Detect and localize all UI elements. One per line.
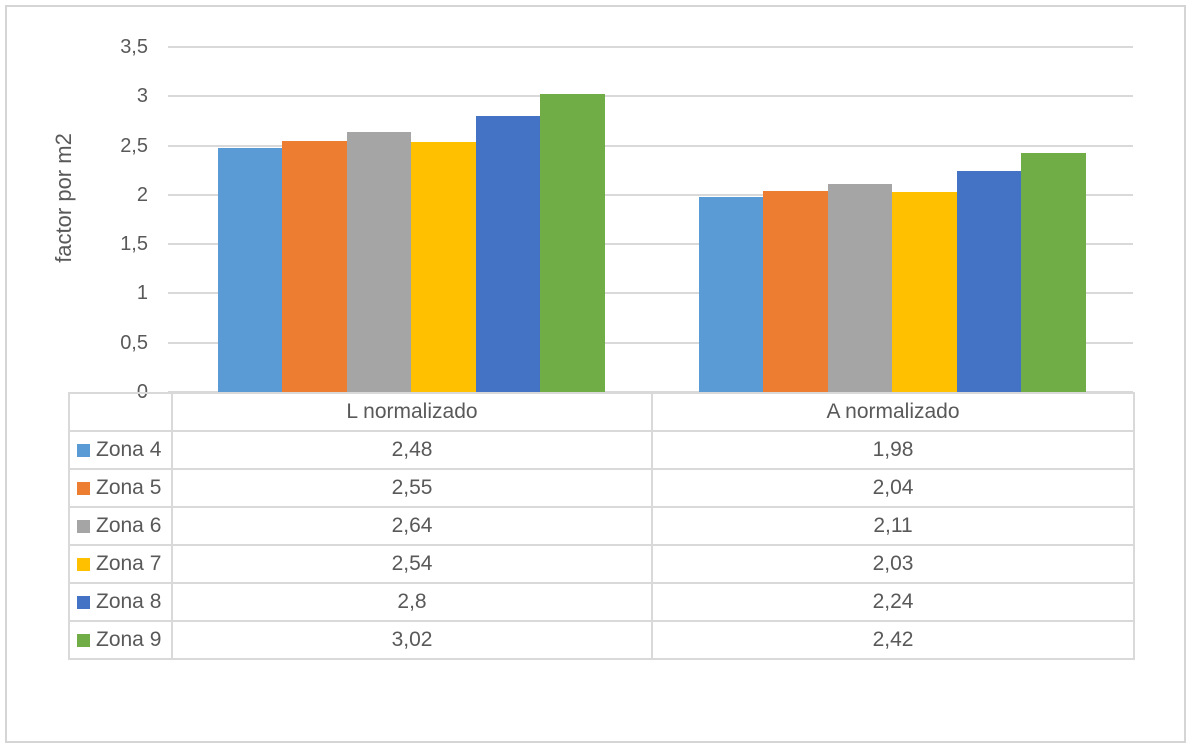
table-value-zona-4-l-normalizado: 2,48 xyxy=(171,430,653,470)
gridline xyxy=(168,341,1133,344)
series-name-label: Zona 7 xyxy=(96,552,162,575)
category-header-a-normalizado: A normalizado xyxy=(651,392,1135,432)
bar-zona-4-a-normalizado xyxy=(698,196,763,392)
legend-swatch-icon xyxy=(77,443,90,457)
table-value-zona-5-l-normalizado: 2,55 xyxy=(171,468,653,508)
table-value-zona-9-a-normalizado: 2,42 xyxy=(651,620,1135,660)
table-header-row: L normalizado A normalizado xyxy=(68,392,1135,432)
series-name-label: Zona 5 xyxy=(96,476,162,499)
gridline xyxy=(168,292,1133,295)
legend-cell: Zona 9 xyxy=(68,620,173,660)
legend-cell: Zona 5 xyxy=(68,468,173,508)
bar-zona-6-a-normalizado xyxy=(827,184,892,392)
bar-zona-5-a-normalizado xyxy=(763,190,828,392)
table-row-zona-6: Zona 6 2,64 2,11 xyxy=(68,506,1135,546)
table-row-zona-8: Zona 8 2,8 2,24 xyxy=(68,582,1135,622)
bar-zona-8-l-normalizado xyxy=(475,116,540,392)
bar-zona-8-a-normalizado xyxy=(956,171,1021,392)
gridline xyxy=(168,95,1133,98)
gridline xyxy=(168,391,1133,393)
table-value-zona-6-a-normalizado: 2,11 xyxy=(651,506,1135,546)
bar-zona-5-l-normalizado xyxy=(282,140,347,392)
y-tick-label: 3 xyxy=(136,85,148,108)
series-name-label: Zona 4 xyxy=(96,438,162,461)
data-table: L normalizado A normalizado Zona 4 2,48 1,98… xyxy=(68,392,1135,660)
bar-zona-7-l-normalizado xyxy=(411,141,476,392)
legend-swatch-icon xyxy=(77,481,90,495)
legend-swatch-icon xyxy=(77,519,90,533)
legend-swatch-icon xyxy=(77,633,90,647)
bar-zona-9-l-normalizado xyxy=(540,94,605,392)
gridline xyxy=(168,144,1133,147)
table-value-zona-7-l-normalizado: 2,54 xyxy=(171,544,653,584)
y-tick-label: 3,5 xyxy=(120,36,148,58)
table-row-zona-9: Zona 9 3,02 2,42 xyxy=(68,620,1135,660)
bar-zona-7-a-normalizado xyxy=(892,191,957,392)
legend-swatch-icon xyxy=(77,595,90,609)
legend-cell: Zona 6 xyxy=(68,506,173,546)
y-tick-label: 0 xyxy=(136,381,148,403)
y-tick-label: 2 xyxy=(136,183,148,206)
series-name-label: Zona 6 xyxy=(96,514,162,537)
table-row-zona-7: Zona 7 2,54 2,03 xyxy=(68,544,1135,584)
table-value-zona-5-a-normalizado: 2,04 xyxy=(651,468,1135,508)
table-value-zona-4-a-normalizado: 1,98 xyxy=(651,430,1135,470)
legend-cell: Zona 7 xyxy=(68,544,173,584)
legend-swatch-icon xyxy=(77,557,90,571)
table-row-zona-5: Zona 5 2,55 2,04 xyxy=(68,468,1135,508)
y-tick-label: 1 xyxy=(136,282,148,305)
table-row-zona-4: Zona 4 2,48 1,98 xyxy=(68,430,1135,470)
category-header-l-normalizado: L normalizado xyxy=(171,392,653,432)
gridline xyxy=(168,46,1133,48)
table-value-zona-7-a-normalizado: 2,03 xyxy=(651,544,1135,584)
table-value-zona-8-a-normalizado: 2,24 xyxy=(651,582,1135,622)
legend-cell: Zona 4 xyxy=(68,430,173,470)
y-tick-label: 2,5 xyxy=(120,134,148,157)
table-value-zona-6-l-normalizado: 2,64 xyxy=(171,506,653,546)
bar-zona-9-a-normalizado xyxy=(1021,153,1086,392)
series-name-label: Zona 8 xyxy=(96,590,162,613)
bar-zona-6-l-normalizado xyxy=(346,131,411,392)
table-value-zona-9-l-normalizado: 3,02 xyxy=(171,620,653,660)
legend-cell: Zona 8 xyxy=(68,582,173,622)
y-tick-label: 0,5 xyxy=(120,331,148,354)
series-name-label: Zona 9 xyxy=(96,628,162,651)
y-axis-title: factor por m2 xyxy=(51,133,76,263)
bar-zona-4-l-normalizado xyxy=(217,147,282,392)
table-value-zona-8-l-normalizado: 2,8 xyxy=(171,582,653,622)
gridline xyxy=(168,243,1133,246)
y-tick-label: 1,5 xyxy=(120,233,148,256)
gridline xyxy=(168,193,1133,196)
table-corner-cell xyxy=(68,392,173,432)
